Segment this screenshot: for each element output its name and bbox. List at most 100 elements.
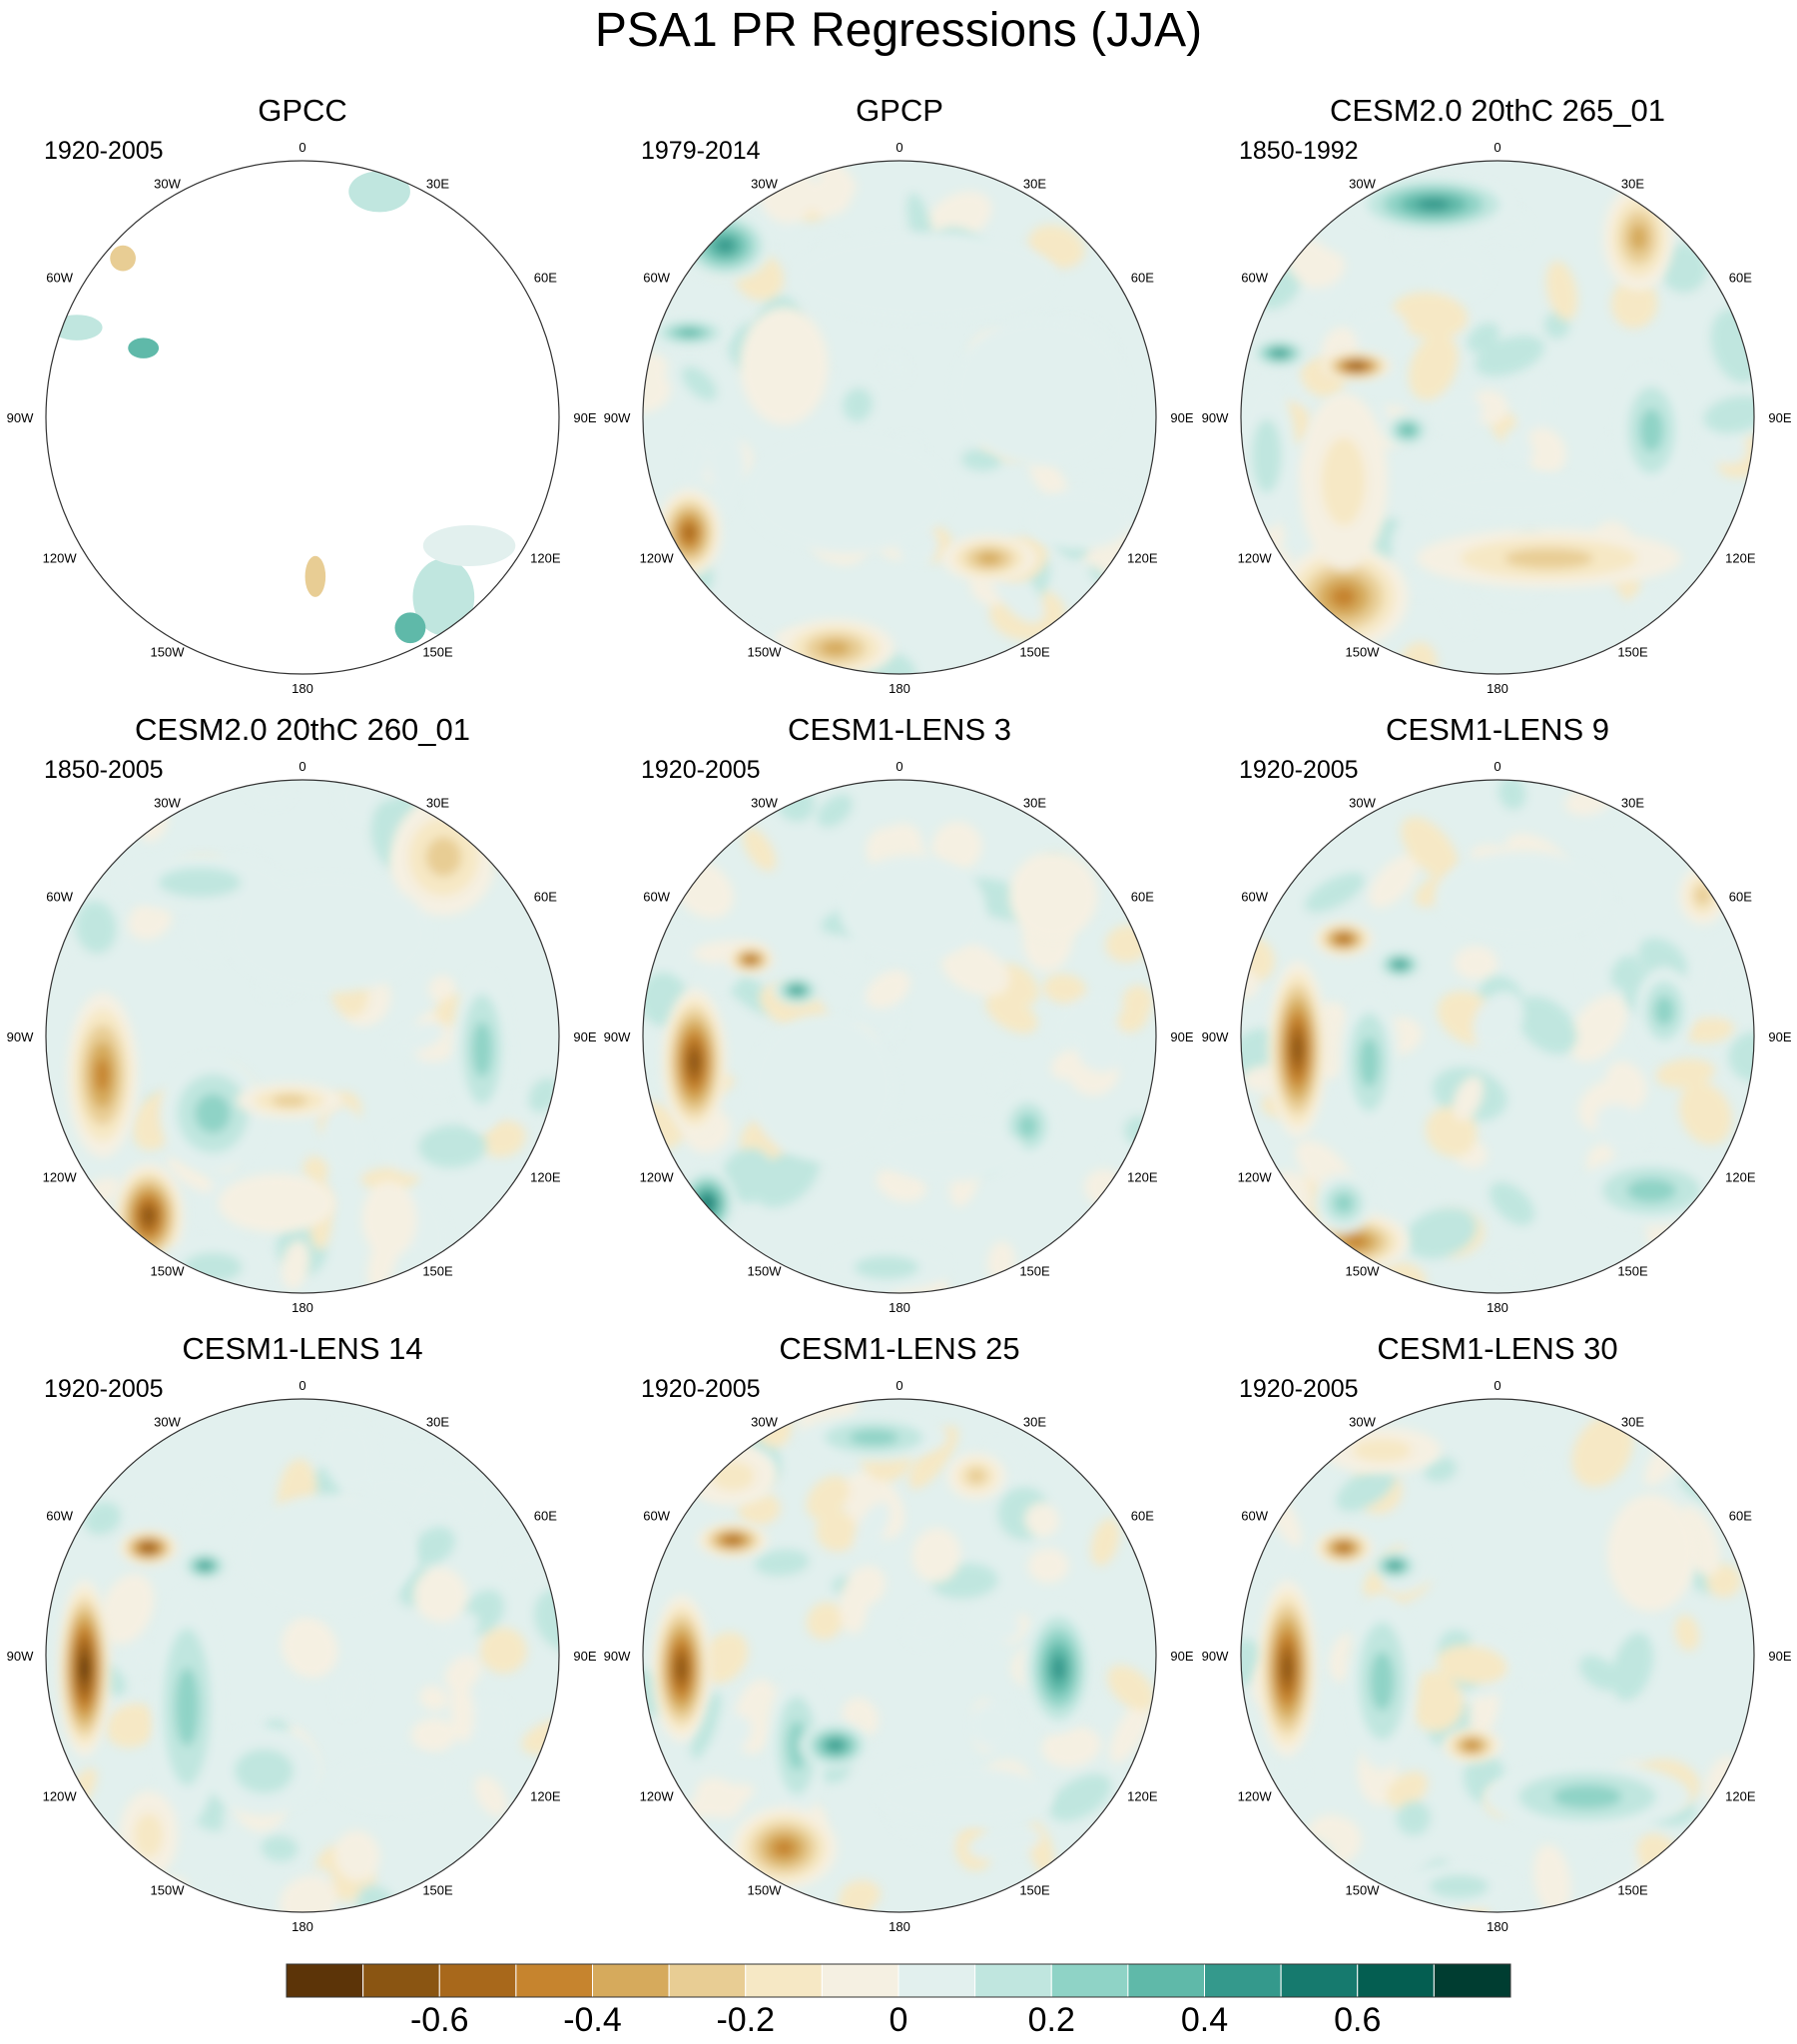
precip-contour [234,1748,295,1793]
precip-contour [1606,1494,1696,1613]
precip-contour [321,1418,377,1491]
precip-contour [1629,224,1648,252]
longitude-label: 30W [751,1414,778,1429]
precip-contour [422,524,516,567]
precip-contour [931,821,982,872]
colorbar-segment [515,1963,593,1998]
precip-contour [1359,308,1410,363]
longitude-label: 150E [422,645,453,660]
longitude-label: 180 [889,1919,910,1934]
longitude-label: 60W [1241,1509,1268,1524]
longitude-label: 150E [422,1264,453,1279]
precip-contour [967,1825,1041,1860]
longitude-label: 150W [151,1883,186,1898]
precip-contour [808,174,853,217]
precip-contour [745,434,952,554]
precip-contour [854,1255,919,1280]
longitude-label: 60E [534,890,557,905]
map-panel: 0 30E 60E 90E 120E 150E 180 150W 120W 90W 60W 30W CE… [1202,712,1792,1315]
precip-contour [1610,956,1642,990]
precip-contour [710,1461,756,1491]
longitude-label: 150W [748,1883,783,1898]
colorbar-segment [362,1963,440,1998]
precip-contour [470,1696,515,1747]
precip-contour [1533,1843,1571,1912]
precip-contour [1041,1725,1102,1768]
precip-contour [1300,1856,1311,1865]
precip-contour [1369,854,1419,909]
precip-contour [1694,885,1711,906]
period-label: 1920-2005 [641,756,761,784]
precip-contour [81,1657,88,1680]
longitude-label: 30W [154,795,181,810]
longitude-label: 90E [573,410,596,425]
precip-contour [272,1094,307,1107]
longitude-label: 30W [1349,1414,1376,1429]
precip-contour [243,780,295,808]
precip-contour [740,307,829,425]
precip-contour [700,638,740,659]
precip-contour [1473,991,1524,1050]
period-label: 1850-2005 [44,756,164,784]
precip-contour [1283,1656,1292,1682]
panel-title: CESM2.0 20thC 265_01 [1330,93,1665,128]
longitude-label: 90E [1768,1029,1791,1044]
longitude-label: 150W [1346,1883,1381,1898]
colorbar-tick-label: 0 [890,2001,908,2039]
panel-title: GPCP [856,93,943,128]
longitude-label: 90E [573,1649,596,1664]
precip-contour [110,245,136,272]
precip-contour [1241,967,1260,1000]
precip-contour [849,1429,898,1446]
longitude-label: 180 [1487,1300,1508,1315]
longitude-label: 90E [573,1029,596,1044]
precip-contour [1280,1840,1330,1881]
precip-contour [417,1124,487,1168]
precip-contour [411,1048,464,1097]
precip-field [1241,1399,1754,1912]
precip-contour [882,823,922,863]
precip-contour [1275,1836,1335,1885]
precip-contour [1568,995,1627,1062]
precip-contour [1107,1665,1155,1711]
precip-contour [1610,278,1658,329]
precip-contour [1475,336,1544,376]
longitude-label: 0 [896,1378,902,1393]
colorbar-segment [745,1963,823,1998]
precip-contour [1571,1414,1633,1488]
longitude-label: 60W [46,271,73,286]
longitude-label: 120E [530,551,561,566]
longitude-label: 180 [1487,1919,1508,1934]
precip-contour [1695,938,1732,1003]
precip-contour [1391,292,1469,340]
precip-contour [419,1466,461,1505]
longitude-label: 90W [1202,1029,1229,1044]
longitude-label: 120W [1238,1789,1273,1804]
longitude-label: 120E [1127,1789,1158,1804]
precip-contour [450,1677,474,1743]
precip-contour [99,1573,155,1645]
precip-contour [1435,851,1612,940]
precip-contour [951,318,1130,466]
longitude-label: 60E [1131,890,1154,905]
longitude-label: 150E [1019,1883,1050,1898]
precip-contour [1297,250,1346,289]
precip-contour [1424,1457,1458,1483]
longitude-label: 120W [640,551,675,566]
precip-contour [1076,1020,1130,1072]
precip-contour [1702,424,1747,464]
map-boundary [1240,779,1755,1294]
longitude-label: 30E [1621,795,1644,810]
longitude-label: 180 [292,1919,313,1934]
precip-contour [866,970,910,1009]
longitude-label: 90E [1170,410,1193,425]
precip-contour [969,1703,1017,1750]
precip-contour [334,1830,380,1881]
longitude-label: 60E [1729,890,1752,905]
longitude-label: 60E [1729,271,1752,286]
precip-contour [1655,1058,1715,1088]
precip-contour [1090,1518,1120,1567]
precip-contour [722,1147,775,1203]
map-panel: 0 30E 60E 90E 120E 150E 180 150W 120W 90W 60W 30W CE… [604,1331,1194,1934]
colorbar-segment [1050,1963,1129,1998]
